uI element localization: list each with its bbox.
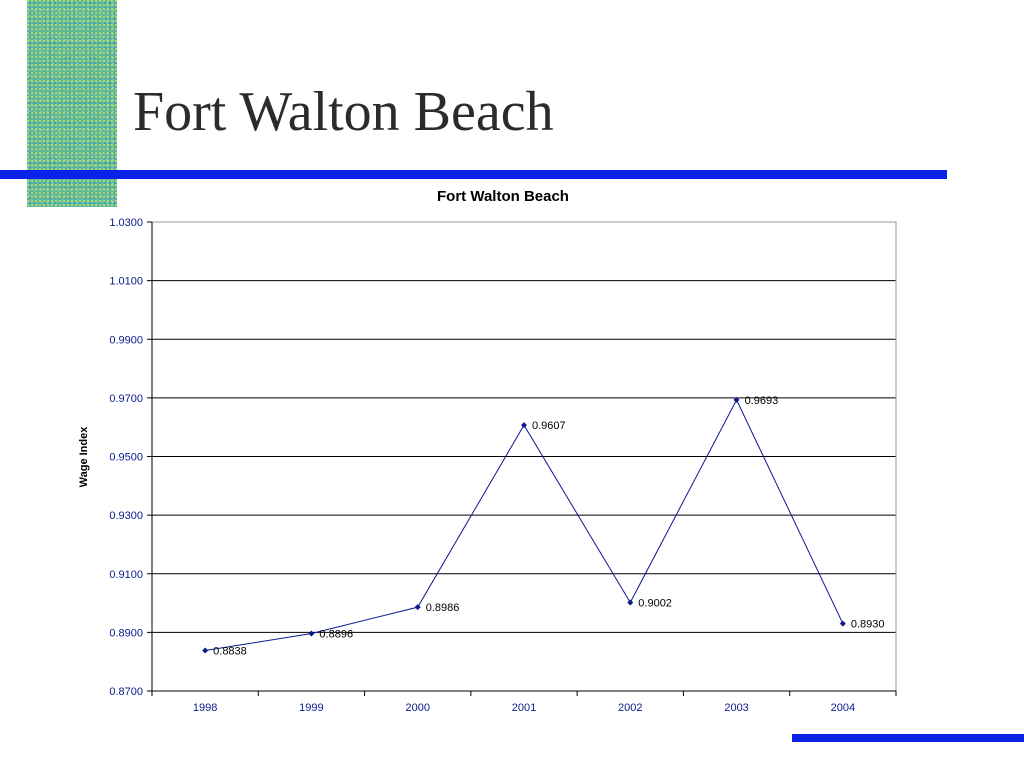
data-point-marker <box>202 647 209 654</box>
x-tick-label: 1998 <box>193 702 217 714</box>
x-tick-label: 1999 <box>299 702 323 714</box>
data-point-marker <box>627 599 634 606</box>
chart-title: Fort Walton Beach <box>437 188 569 205</box>
data-point-marker <box>839 620 846 627</box>
x-tick-label: 2000 <box>405 702 429 714</box>
data-point-marker <box>414 604 421 611</box>
data-label: 0.9607 <box>532 420 566 432</box>
x-tick-label: 2001 <box>512 702 536 714</box>
y-tick-label: 1.0300 <box>109 217 143 229</box>
bottom-accent-rule <box>792 734 1024 742</box>
data-label: 0.8986 <box>426 602 460 614</box>
y-tick-label: 1.0100 <box>109 276 143 288</box>
data-labels: 0.8838 0.8896 0.8986 0.9607 0.9002 0.9693 0.89… <box>213 395 884 658</box>
y-tick-label: 0.9100 <box>109 569 143 581</box>
data-point-marker <box>521 422 527 429</box>
data-series <box>202 396 846 654</box>
y-axis-title: Wage Index <box>78 426 90 488</box>
data-label: 0.9693 <box>745 395 779 407</box>
data-label: 0.8930 <box>851 619 885 631</box>
data-label: 0.8838 <box>213 646 247 658</box>
y-tick-label: 0.8700 <box>109 686 143 698</box>
y-tick-label: 0.9900 <box>109 334 143 346</box>
data-label: 0.8896 <box>319 629 353 641</box>
top-accent-rule <box>0 170 947 179</box>
y-tick-label: 0.9700 <box>109 393 143 405</box>
data-point-marker <box>733 396 740 403</box>
x-tick-label: 2003 <box>724 702 748 714</box>
x-tick-label: 2002 <box>618 702 642 714</box>
slide-title: Fort Walton Beach <box>133 81 554 143</box>
y-tick-label: 0.8900 <box>109 627 143 639</box>
y-tick-label: 0.9500 <box>109 452 143 464</box>
axes: 0.8700 0.8900 0.9100 0.9300 0.9500 0.9700 0.99… <box>109 217 897 714</box>
data-label: 0.9002 <box>638 597 672 609</box>
y-tick-label: 0.9300 <box>109 510 143 522</box>
series-line <box>205 398 844 652</box>
x-tick-label: 2004 <box>831 702 855 714</box>
data-point-marker <box>308 630 315 637</box>
